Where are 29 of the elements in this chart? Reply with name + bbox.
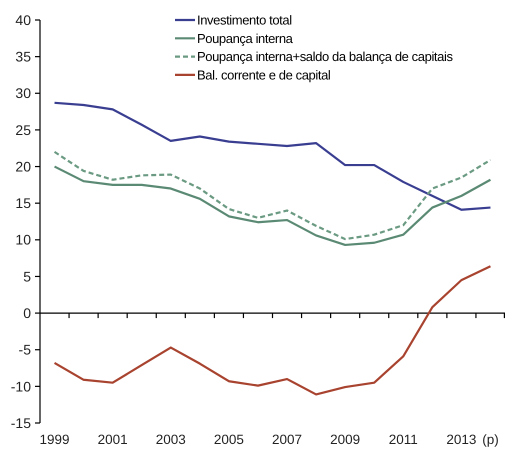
legend-label: Bal. corrente e de capital [197, 67, 331, 82]
y-tick-label: -10 [10, 378, 32, 394]
line-series [53, 150, 492, 240]
y-tick-label: 40 [15, 12, 32, 28]
y-tick-label: 15 [15, 195, 32, 212]
x-tick-label: 2009 [330, 432, 360, 447]
y-tick-label: 25 [15, 122, 32, 138]
x-tick-label: 2007 [272, 432, 302, 447]
x-tick-label: 2013 [446, 432, 476, 447]
x-tick-label: 2001 [98, 432, 128, 447]
x-tick-label: 2005 [214, 432, 244, 447]
y-tick-label: 0 [23, 304, 32, 321]
legend-label: Poupança interna+saldo da balança de capitais [197, 49, 454, 64]
y-tick-label: 35 [15, 48, 32, 65]
line-series [53, 102, 492, 211]
x-tick-label: 2003 [156, 432, 186, 447]
y-tick-label: 30 [15, 85, 32, 102]
x-tick-label: 2011 [388, 432, 418, 447]
x-tick-label: (p) [482, 432, 499, 447]
y-tick-label: -5 [18, 342, 32, 358]
y-tick-label: 20 [15, 158, 32, 174]
y-tick-label: -15 [10, 414, 32, 431]
legend-label: Poupança interna [197, 30, 294, 46]
y-tick-label: 5 [23, 268, 32, 284]
x-tick-label: 1999 [40, 432, 70, 447]
legend-label: Investimento total [197, 12, 292, 28]
line-series [53, 265, 492, 396]
y-tick-label: 10 [15, 232, 32, 248]
line-series [53, 165, 492, 246]
